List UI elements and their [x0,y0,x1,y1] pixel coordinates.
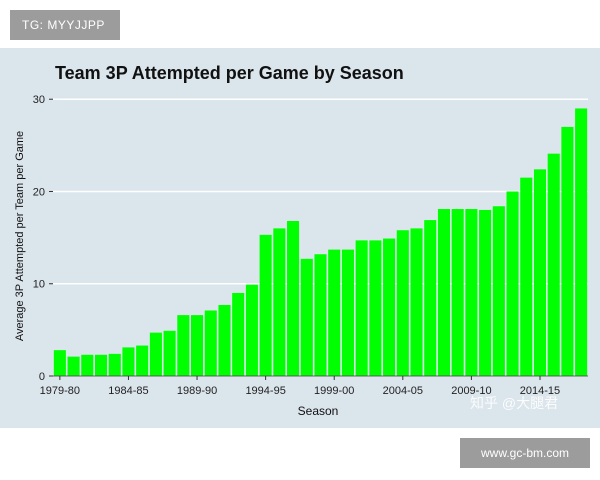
bar-1995-96 [273,228,286,376]
y-tick-label: 20 [33,186,45,198]
bar-2015-16 [547,153,560,376]
bar-2005-06 [410,228,423,376]
bar-1992-93 [232,292,245,376]
watermark: 知乎 @大腿君 [470,395,558,411]
bar-1991-92 [218,304,231,376]
bar-1996-97 [287,221,300,376]
x-tick-label: 2004-05 [383,385,423,397]
bar-1984-85 [122,347,135,376]
bar-1998-99 [314,254,327,376]
bar-2007-08 [437,209,450,376]
bar-1979-80 [53,350,66,376]
y-tick-label: 30 [33,94,45,106]
bar-2002-03 [369,240,382,376]
domain-badge: www.gc-bm.com [460,438,590,468]
bar-1981-82 [81,354,94,376]
bar-1994-95 [259,234,272,376]
bar-2009-10 [465,209,478,376]
x-tick-label: 1999-00 [314,385,354,397]
x-axis-label: Season [298,404,339,418]
bar-1982-83 [94,354,108,376]
chart-panel: Team 3P Attempted per Game by Season 0 10… [0,48,600,428]
bar-2012-13 [506,191,519,376]
x-tick-label: 1984-85 [108,385,148,397]
bar-1983-84 [108,353,121,376]
chart-title: Team 3P Attempted per Game by Season [55,63,404,83]
bar-2008-09 [451,209,464,376]
bar-1985-86 [136,345,149,376]
x-tick-label: 1979-80 [40,385,80,397]
bar-1988-89 [177,315,190,376]
x-tick-label: 1989-90 [177,385,217,397]
bar-1987-88 [163,330,176,376]
bar-1989-90 [191,315,204,376]
bar-2017-18 [575,108,588,377]
y-axis-label: Average 3P Attempted per Team per Game [14,131,26,341]
bar-2011-12 [492,206,505,376]
bar-2004-05 [396,230,409,376]
bar-1990-91 [204,310,217,376]
bar-2016-17 [561,126,574,376]
bar-chart: Team 3P Attempted per Game by Season 0 10… [14,63,588,418]
y-tick-label: 10 [33,279,45,291]
bar-2003-04 [383,238,396,376]
x-tick-label: 1994-95 [245,385,285,397]
tag-badge: TG: MYYJJPP [10,10,120,40]
bar-2006-07 [424,220,437,376]
bar-1993-94 [245,284,258,376]
bar-2010-11 [479,209,492,376]
bar-2000-01 [341,249,354,376]
bar-1980-81 [67,356,80,376]
bar-2001-02 [355,240,368,376]
bar-1997-98 [300,258,313,376]
x-tick-label: 2009-10 [451,385,491,397]
bar-1986-87 [149,332,162,376]
bar-2014-15 [533,169,547,376]
bar-2013-14 [520,177,533,376]
y-tick-label: 0 [39,371,45,383]
x-tick-label: 2014-15 [520,385,560,397]
bar-1999-00 [328,249,341,376]
